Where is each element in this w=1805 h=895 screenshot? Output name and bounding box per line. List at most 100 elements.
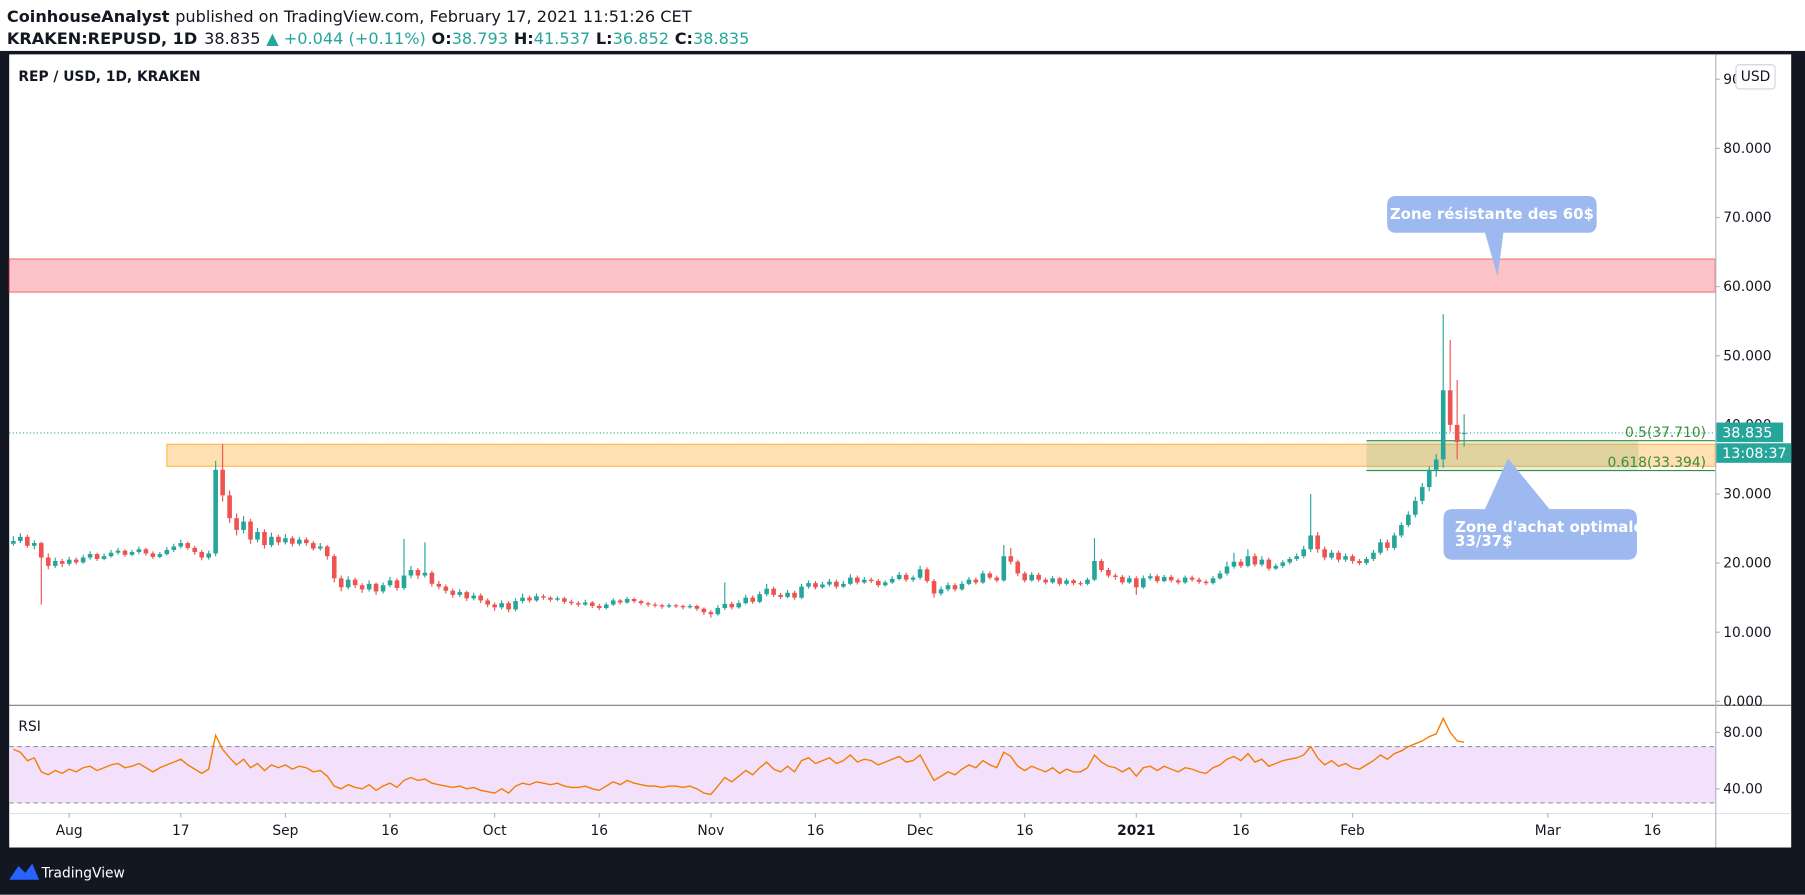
x-tick-label: Oct	[483, 823, 507, 839]
candle-body	[980, 573, 986, 583]
candle-body	[1001, 556, 1007, 581]
logo-icon	[9, 863, 40, 880]
candle-body	[666, 605, 672, 607]
candle-body	[1099, 561, 1104, 571]
candle-body	[652, 604, 658, 606]
ohlc-key: C:	[675, 29, 693, 48]
candle-body	[255, 531, 260, 540]
author: CoinhouseAnalyst	[7, 7, 170, 26]
candle-body	[617, 600, 623, 603]
ohlc-key: O:	[432, 29, 452, 48]
candle-body	[722, 603, 728, 609]
candle-body	[1085, 579, 1090, 584]
candle-body	[1210, 578, 1216, 584]
candle-body	[1217, 573, 1223, 579]
candle-body	[59, 561, 65, 564]
candle-body	[1113, 575, 1118, 577]
candle-body	[806, 583, 811, 587]
candle-body	[150, 553, 156, 557]
candle-body	[66, 559, 72, 564]
candle-body	[101, 556, 107, 559]
candle-body	[1252, 556, 1258, 565]
candle-body	[192, 547, 198, 553]
candle-body	[1371, 552, 1376, 559]
candle-body	[973, 579, 979, 583]
candle-body	[645, 603, 651, 605]
y-tick-label: 80.000	[1723, 141, 1771, 157]
candle-body	[401, 575, 407, 588]
candle-body	[1022, 573, 1028, 581]
x-tick-label: Nov	[697, 823, 724, 839]
candle-body	[1329, 552, 1334, 558]
candle-body	[1043, 579, 1048, 583]
candle-body	[708, 612, 714, 615]
candle-body	[1127, 578, 1132, 583]
rsi-tick-label: 40.00	[1723, 781, 1763, 797]
candle-body	[1008, 556, 1014, 562]
candle-body	[659, 605, 665, 607]
candle-body	[422, 572, 428, 576]
ohlc-key: L:	[596, 29, 613, 48]
marks-layer	[11, 314, 1467, 796]
candle-body	[1078, 583, 1083, 585]
currency-button[interactable]	[1735, 64, 1776, 90]
candle-body	[122, 550, 128, 555]
candle-body	[45, 557, 51, 566]
candle-body	[94, 554, 100, 559]
candle-body	[1447, 390, 1453, 425]
candle-body	[464, 592, 470, 599]
y-tick-label: 20.000	[1723, 556, 1771, 572]
candle-body	[1161, 576, 1167, 582]
candle-body	[555, 598, 560, 600]
candle-body	[11, 540, 16, 544]
candle-body	[1378, 542, 1383, 553]
callout: Zone d'achat optimale 33/37$	[1443, 458, 1644, 560]
change: ▲ +0.044 (+0.11%)	[266, 29, 426, 48]
candle-body	[952, 585, 958, 590]
candle-body	[966, 579, 972, 584]
candle-body	[1406, 514, 1411, 526]
candle-body	[276, 536, 281, 543]
candle-body	[52, 561, 58, 566]
candle-body	[157, 554, 163, 557]
fib-fill	[1366, 440, 1639, 471]
symbol-line: KRAKEN:REPUSD, 1D 38.835 ▲ +0.044 (+0.11%)…	[7, 29, 749, 48]
candle-body	[994, 577, 1000, 581]
x-tick-label: 17	[172, 823, 190, 839]
candle-body	[931, 581, 937, 594]
candle-body	[610, 600, 616, 605]
candle-body	[959, 583, 965, 590]
candle-body	[457, 592, 463, 595]
candle-body	[1134, 578, 1139, 588]
candle-body	[1196, 579, 1202, 582]
zone	[8, 258, 1716, 293]
last-price-label: 38.835	[1722, 426, 1772, 442]
x-tick-label: 16	[1016, 823, 1034, 839]
callout-box	[1387, 195, 1597, 277]
ohlc-value: 36.852	[613, 29, 669, 48]
candle-body	[750, 597, 756, 602]
candle-body	[129, 552, 135, 555]
currency[interactable]: USD	[1741, 69, 1770, 85]
candle-body	[345, 579, 351, 588]
candle-body	[1392, 535, 1397, 548]
candle-body	[834, 581, 839, 587]
candle-body	[771, 588, 776, 595]
candle-body	[694, 605, 700, 609]
candle-body	[1092, 561, 1097, 580]
candle-body	[143, 549, 149, 554]
candle-body	[1273, 565, 1279, 569]
candle-body	[38, 543, 44, 558]
y-tick-label: 10.000	[1723, 625, 1771, 641]
candle-body	[1412, 500, 1418, 515]
fib-label: 0.618(33.394)	[1607, 455, 1706, 471]
candle-body	[624, 599, 630, 603]
candle-body	[506, 603, 511, 610]
candle-body	[855, 577, 860, 583]
x-tick-label: Dec	[907, 823, 934, 839]
y-tick-label: 50.000	[1723, 348, 1771, 364]
candle-body	[757, 594, 762, 602]
candle-body	[1399, 525, 1404, 536]
x-tick-label: 16	[1644, 823, 1662, 839]
